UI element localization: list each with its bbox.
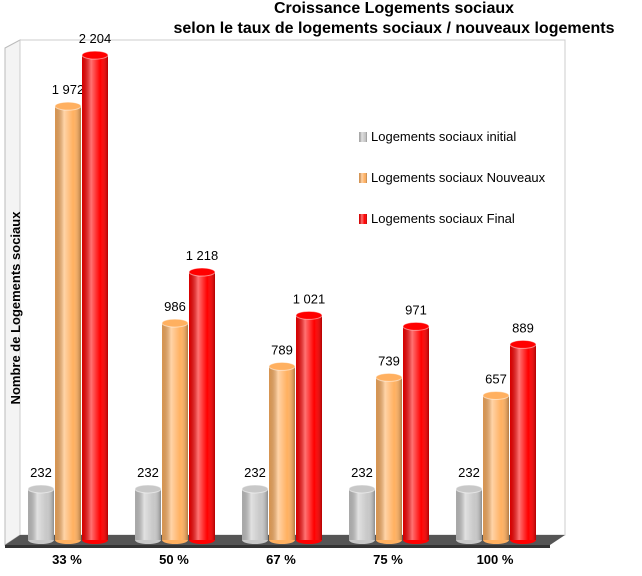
bar-shade	[82, 55, 108, 541]
bar-shade	[28, 488, 54, 540]
legend-marker-shade	[359, 214, 367, 224]
bar-shade	[296, 315, 322, 540]
bar-top	[402, 321, 430, 331]
value-label: 232	[351, 465, 373, 480]
bar-shade	[403, 326, 429, 540]
value-label: 657	[485, 371, 507, 386]
value-label: 232	[458, 465, 480, 480]
bar-shade	[242, 488, 268, 540]
bar-top	[188, 267, 216, 277]
value-label: 789	[271, 342, 293, 357]
bar-top	[348, 484, 376, 494]
value-label: 1 218	[186, 248, 219, 263]
chart-subtitle: selon le taux de logements sociaux / nou…	[173, 20, 614, 37]
legend-marker-shade	[359, 173, 367, 183]
bar-top	[241, 484, 269, 494]
bar-top	[268, 361, 296, 371]
bar-shade	[162, 323, 188, 540]
bar-top	[375, 372, 403, 382]
bar-shade	[376, 377, 402, 540]
bar-top	[161, 318, 189, 328]
bar-shade	[349, 488, 375, 540]
x-tick-label: 100 %	[477, 552, 514, 567]
bar-shade	[189, 272, 215, 540]
value-label: 971	[405, 302, 427, 317]
bar-top	[27, 484, 55, 494]
value-label: 986	[164, 299, 186, 314]
bar-top	[455, 484, 483, 494]
chart-title: Croissance Logements sociaux	[274, 0, 514, 17]
x-tick-label: 33 %	[52, 552, 82, 567]
legend-marker-shade	[359, 132, 367, 142]
value-label: 1 972	[52, 82, 85, 97]
value-label: 889	[512, 320, 534, 335]
bar-shade	[483, 395, 509, 540]
value-label: 232	[137, 465, 159, 480]
value-label: 739	[378, 353, 400, 368]
x-tick-label: 75 %	[373, 552, 403, 567]
x-tick-label: 67 %	[266, 552, 296, 567]
bar-top	[54, 101, 82, 111]
value-label: 2 204	[79, 31, 112, 46]
legend-label: Logements sociaux Final	[371, 211, 515, 226]
y-axis-title: Nombre de Logements sociaux	[8, 211, 23, 405]
x-tick-label: 50 %	[159, 552, 189, 567]
bar-top	[482, 390, 510, 400]
legend-label: Logements sociaux Nouveaux	[371, 170, 546, 185]
bar-top	[134, 484, 162, 494]
bar-top	[509, 339, 537, 349]
value-label: 232	[244, 465, 266, 480]
bar-top	[295, 310, 323, 320]
floor-edge	[5, 545, 550, 548]
bar-shade	[55, 106, 81, 540]
legend-label: Logements sociaux initial	[371, 129, 516, 144]
bar-shade	[510, 344, 536, 540]
bar-shade	[456, 488, 482, 540]
bar-shade	[135, 488, 161, 540]
bar-top	[81, 50, 109, 60]
value-label: 232	[30, 465, 52, 480]
bar-shade	[269, 366, 295, 540]
value-label: 1 021	[293, 291, 326, 306]
